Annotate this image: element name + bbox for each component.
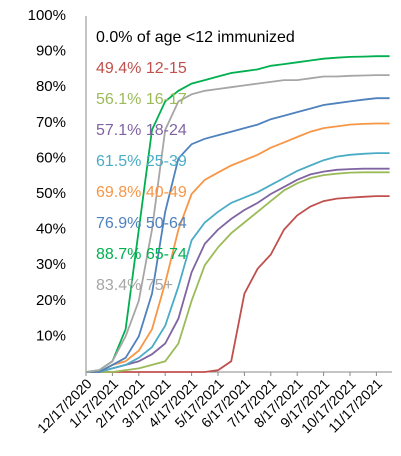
y-tick-label: 70% — [36, 114, 66, 131]
series-line — [86, 171, 390, 373]
series-line — [85, 74, 390, 373]
y-tick-label: 60% — [36, 149, 66, 166]
legend-entry: 57.1% 18-24 — [96, 122, 187, 139]
legend-entry: 49.4% 12-15 — [96, 60, 187, 77]
series-line — [86, 152, 390, 373]
y-tick-label: 80% — [36, 78, 66, 95]
y-tick-label: 100% — [28, 7, 66, 24]
series-line — [86, 97, 390, 373]
annotation: 0.0% of age <12 immunized — [96, 29, 295, 46]
y-tick-label: 20% — [36, 292, 66, 309]
y-tick-label: 30% — [36, 256, 66, 273]
legend-entry: 76.9% 50-64 — [96, 215, 187, 232]
series-line — [86, 122, 390, 373]
legend-entry: 88.7% 65-74 — [96, 246, 187, 263]
y-tick-label: 50% — [36, 185, 66, 202]
legend-entry: 61.5% 25-39 — [96, 153, 187, 170]
series-line — [85, 55, 390, 373]
series-line — [86, 195, 390, 373]
legend-entry: 56.1% 16-17 — [96, 91, 187, 108]
legend-entry: 83.4% 75+ — [96, 277, 173, 294]
legend-entry: 69.8% 40-49 — [96, 184, 187, 201]
y-tick-label: 10% — [36, 327, 66, 344]
y-tick-label: 40% — [36, 221, 66, 238]
series-line — [86, 167, 390, 373]
y-tick-label: 90% — [36, 43, 66, 60]
